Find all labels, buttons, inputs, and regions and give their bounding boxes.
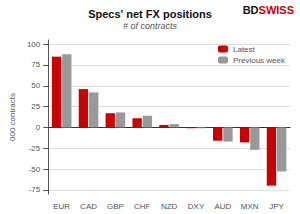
svg-text:50: 50 [31, 81, 40, 90]
svg-text:BD: BD [243, 4, 259, 16]
svg-text:-75: -75 [29, 185, 41, 194]
svg-text:EUR: EUR [53, 202, 70, 211]
svg-text:Latest: Latest [233, 45, 256, 54]
svg-text:SWISS: SWISS [259, 4, 294, 16]
svg-text:Specs' net FX positions: Specs' net FX positions [88, 8, 212, 20]
svg-text:000 contracts: 000 contracts [8, 93, 17, 141]
svg-text:GBP: GBP [107, 202, 124, 211]
svg-text:-50: -50 [29, 165, 41, 174]
svg-text:75: 75 [31, 60, 40, 69]
svg-text:100: 100 [27, 40, 41, 49]
svg-text:JPY: JPY [269, 202, 284, 211]
svg-text:-25: -25 [29, 144, 41, 153]
svg-text:AUD: AUD [214, 202, 231, 211]
svg-text:CHF: CHF [134, 202, 151, 211]
svg-text:CAD: CAD [80, 202, 97, 211]
svg-text:NZD: NZD [161, 202, 178, 211]
svg-text:25: 25 [31, 102, 40, 111]
svg-text:Previous week: Previous week [233, 56, 286, 65]
svg-text:DXY: DXY [188, 202, 205, 211]
svg-text:MXN: MXN [241, 202, 259, 211]
svg-text:# of contracts: # of contracts [123, 21, 178, 31]
svg-text:0: 0 [36, 123, 41, 132]
